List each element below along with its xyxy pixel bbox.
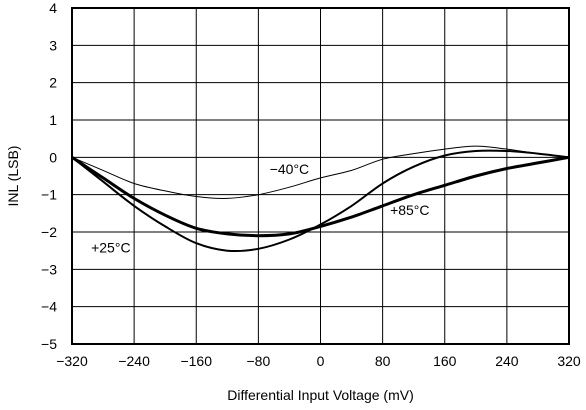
grid: [71, 7, 570, 345]
series-lines: [71, 145, 570, 253]
y-tick-labels: 4 3 2 1 0 −1 −2 −3 −4 −5: [41, 0, 57, 352]
x-axis-label: Differential Input Voltage (mV): [227, 387, 414, 403]
y-tick-label: −2: [41, 224, 57, 240]
y-tick-label: 1: [49, 112, 57, 128]
y-tick-label: 3: [49, 37, 57, 53]
y-tick-label: 2: [49, 75, 57, 91]
series-line-25c: [71, 149, 570, 253]
y-tick-label: −4: [41, 299, 57, 315]
x-tick-label: −80: [247, 353, 271, 369]
x-tick-label: −240: [118, 353, 150, 369]
y-tick-label: 4: [49, 0, 57, 16]
series-annotation: +25°C: [91, 240, 130, 256]
y-tick-label: −5: [41, 336, 57, 352]
x-tick-label: 320: [557, 353, 581, 369]
x-tick-labels: −320 −240 −160 −80 0 80 160 240 320: [56, 353, 581, 369]
series-annotation: −40°C: [270, 161, 309, 177]
y-tick-label: 0: [49, 149, 57, 165]
x-tick-label: 240: [495, 353, 519, 369]
y-tick-label: −1: [41, 187, 57, 203]
series-annotations: −40°C +85°C +25°C: [91, 161, 429, 255]
series-annotation: +85°C: [390, 202, 429, 218]
y-axis-label: INL (LSB): [5, 146, 21, 207]
series-line-85c: [71, 155, 570, 238]
y-tick-label: −3: [41, 261, 57, 277]
x-tick-label: −320: [56, 353, 88, 369]
plot-frame: [71, 7, 570, 345]
x-tick-label: 80: [375, 353, 391, 369]
x-tick-label: 160: [433, 353, 457, 369]
series-line-40c: [71, 145, 570, 199]
x-tick-label: −160: [180, 353, 212, 369]
x-tick-label: 0: [317, 353, 325, 369]
